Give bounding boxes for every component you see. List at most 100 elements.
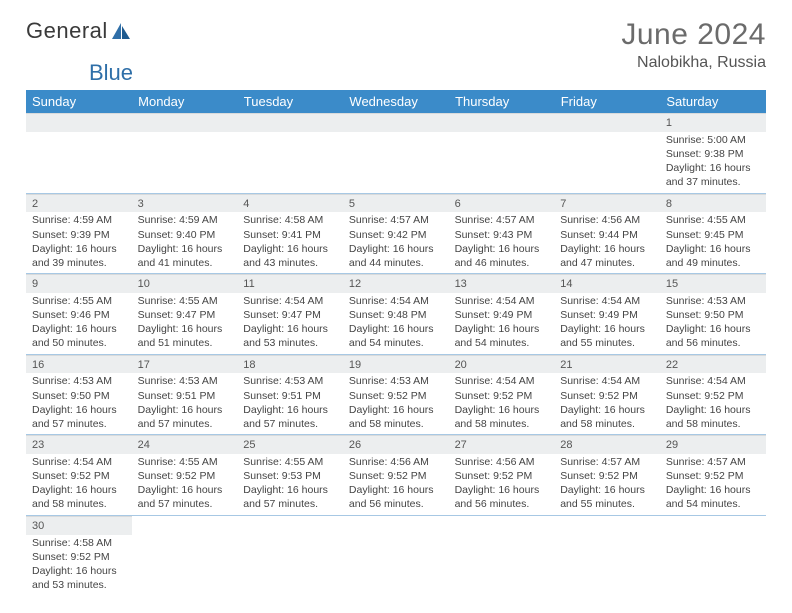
calendar-cell: 25Sunrise: 4:55 AMSunset: 9:53 PMDayligh… bbox=[237, 435, 343, 516]
day-info: Sunrise: 4:59 AMSunset: 9:39 PMDaylight:… bbox=[26, 212, 132, 273]
calendar-week-row: 23Sunrise: 4:54 AMSunset: 9:52 PMDayligh… bbox=[26, 435, 766, 516]
brand-logo: General bbox=[26, 18, 132, 44]
title-block: June 2024 Nalobikha, Russia bbox=[621, 18, 766, 72]
calendar-cell: 7Sunrise: 4:56 AMSunset: 9:44 PMDaylight… bbox=[554, 193, 660, 274]
calendar-cell: 11Sunrise: 4:54 AMSunset: 9:47 PMDayligh… bbox=[237, 274, 343, 355]
day-number: 5 bbox=[343, 194, 449, 213]
day-info: Sunrise: 4:56 AMSunset: 9:52 PMDaylight:… bbox=[343, 454, 449, 515]
day-info: Sunrise: 4:57 AMSunset: 9:42 PMDaylight:… bbox=[343, 212, 449, 273]
calendar-cell: 18Sunrise: 4:53 AMSunset: 9:51 PMDayligh… bbox=[237, 354, 343, 435]
calendar-week-row: 16Sunrise: 4:53 AMSunset: 9:50 PMDayligh… bbox=[26, 354, 766, 435]
calendar-body: 1Sunrise: 5:00 AMSunset: 9:38 PMDaylight… bbox=[26, 113, 766, 595]
brand-name-1: General bbox=[26, 18, 108, 44]
calendar-cell: 30Sunrise: 4:58 AMSunset: 9:52 PMDayligh… bbox=[26, 515, 132, 595]
calendar-cell bbox=[449, 113, 555, 193]
calendar-cell bbox=[237, 113, 343, 193]
day-number: 14 bbox=[554, 274, 660, 293]
day-info: Sunrise: 4:58 AMSunset: 9:41 PMDaylight:… bbox=[237, 212, 343, 273]
calendar-cell: 17Sunrise: 4:53 AMSunset: 9:51 PMDayligh… bbox=[132, 354, 238, 435]
calendar-cell: 6Sunrise: 4:57 AMSunset: 9:43 PMDaylight… bbox=[449, 193, 555, 274]
calendar-cell: 22Sunrise: 4:54 AMSunset: 9:52 PMDayligh… bbox=[660, 354, 766, 435]
calendar-cell: 23Sunrise: 4:54 AMSunset: 9:52 PMDayligh… bbox=[26, 435, 132, 516]
day-info: Sunrise: 4:54 AMSunset: 9:52 PMDaylight:… bbox=[554, 373, 660, 434]
day-info: Sunrise: 4:55 AMSunset: 9:53 PMDaylight:… bbox=[237, 454, 343, 515]
day-info: Sunrise: 4:53 AMSunset: 9:52 PMDaylight:… bbox=[343, 373, 449, 434]
calendar-cell bbox=[343, 515, 449, 595]
calendar-week-row: 1Sunrise: 5:00 AMSunset: 9:38 PMDaylight… bbox=[26, 113, 766, 193]
calendar-cell: 3Sunrise: 4:59 AMSunset: 9:40 PMDaylight… bbox=[132, 193, 238, 274]
calendar-cell bbox=[343, 113, 449, 193]
day-info: Sunrise: 4:54 AMSunset: 9:48 PMDaylight:… bbox=[343, 293, 449, 354]
day-number: 21 bbox=[554, 355, 660, 374]
day-number: 15 bbox=[660, 274, 766, 293]
calendar-cell: 1Sunrise: 5:00 AMSunset: 9:38 PMDaylight… bbox=[660, 113, 766, 193]
calendar-cell: 5Sunrise: 4:57 AMSunset: 9:42 PMDaylight… bbox=[343, 193, 449, 274]
day-info: Sunrise: 4:54 AMSunset: 9:49 PMDaylight:… bbox=[449, 293, 555, 354]
weekday-header-row: Sunday Monday Tuesday Wednesday Thursday… bbox=[26, 90, 766, 113]
day-number: 29 bbox=[660, 435, 766, 454]
day-info: Sunrise: 4:53 AMSunset: 9:51 PMDaylight:… bbox=[132, 373, 238, 434]
day-number: 30 bbox=[26, 516, 132, 535]
day-number: 25 bbox=[237, 435, 343, 454]
day-number: 11 bbox=[237, 274, 343, 293]
calendar-cell bbox=[449, 515, 555, 595]
calendar-table: Sunday Monday Tuesday Wednesday Thursday… bbox=[26, 90, 766, 595]
calendar-cell: 27Sunrise: 4:56 AMSunset: 9:52 PMDayligh… bbox=[449, 435, 555, 516]
weekday-sunday: Sunday bbox=[26, 90, 132, 113]
calendar-cell: 9Sunrise: 4:55 AMSunset: 9:46 PMDaylight… bbox=[26, 274, 132, 355]
day-number: 8 bbox=[660, 194, 766, 213]
calendar-cell bbox=[26, 113, 132, 193]
day-info: Sunrise: 4:55 AMSunset: 9:46 PMDaylight:… bbox=[26, 293, 132, 354]
calendar-cell bbox=[237, 515, 343, 595]
calendar-cell: 28Sunrise: 4:57 AMSunset: 9:52 PMDayligh… bbox=[554, 435, 660, 516]
calendar-cell: 14Sunrise: 4:54 AMSunset: 9:49 PMDayligh… bbox=[554, 274, 660, 355]
day-number: 24 bbox=[132, 435, 238, 454]
day-info: Sunrise: 4:54 AMSunset: 9:52 PMDaylight:… bbox=[26, 454, 132, 515]
day-info: Sunrise: 4:54 AMSunset: 9:52 PMDaylight:… bbox=[449, 373, 555, 434]
day-info: Sunrise: 4:57 AMSunset: 9:52 PMDaylight:… bbox=[554, 454, 660, 515]
day-info: Sunrise: 4:53 AMSunset: 9:51 PMDaylight:… bbox=[237, 373, 343, 434]
calendar-week-row: 9Sunrise: 4:55 AMSunset: 9:46 PMDaylight… bbox=[26, 274, 766, 355]
weekday-monday: Monday bbox=[132, 90, 238, 113]
weekday-wednesday: Wednesday bbox=[343, 90, 449, 113]
calendar-cell: 21Sunrise: 4:54 AMSunset: 9:52 PMDayligh… bbox=[554, 354, 660, 435]
day-number: 17 bbox=[132, 355, 238, 374]
weekday-tuesday: Tuesday bbox=[237, 90, 343, 113]
calendar-cell: 24Sunrise: 4:55 AMSunset: 9:52 PMDayligh… bbox=[132, 435, 238, 516]
day-number: 10 bbox=[132, 274, 238, 293]
calendar-cell: 4Sunrise: 4:58 AMSunset: 9:41 PMDaylight… bbox=[237, 193, 343, 274]
day-number: 26 bbox=[343, 435, 449, 454]
month-title: June 2024 bbox=[621, 18, 766, 52]
day-number: 18 bbox=[237, 355, 343, 374]
day-number: 20 bbox=[449, 355, 555, 374]
day-info: Sunrise: 4:53 AMSunset: 9:50 PMDaylight:… bbox=[660, 293, 766, 354]
day-number: 9 bbox=[26, 274, 132, 293]
calendar-cell bbox=[660, 515, 766, 595]
day-info: Sunrise: 4:55 AMSunset: 9:52 PMDaylight:… bbox=[132, 454, 238, 515]
day-number: 4 bbox=[237, 194, 343, 213]
weekday-thursday: Thursday bbox=[449, 90, 555, 113]
calendar-cell bbox=[132, 113, 238, 193]
calendar-cell: 10Sunrise: 4:55 AMSunset: 9:47 PMDayligh… bbox=[132, 274, 238, 355]
day-info: Sunrise: 4:56 AMSunset: 9:52 PMDaylight:… bbox=[449, 454, 555, 515]
calendar-page: General June 2024 Nalobikha, Russia Blue… bbox=[0, 0, 792, 613]
calendar-week-row: 2Sunrise: 4:59 AMSunset: 9:39 PMDaylight… bbox=[26, 193, 766, 274]
day-number: 2 bbox=[26, 194, 132, 213]
calendar-cell bbox=[132, 515, 238, 595]
day-number: 12 bbox=[343, 274, 449, 293]
day-info: Sunrise: 5:00 AMSunset: 9:38 PMDaylight:… bbox=[660, 132, 766, 193]
day-info: Sunrise: 4:58 AMSunset: 9:52 PMDaylight:… bbox=[26, 535, 132, 596]
location-label: Nalobikha, Russia bbox=[621, 54, 766, 72]
day-info: Sunrise: 4:57 AMSunset: 9:43 PMDaylight:… bbox=[449, 212, 555, 273]
day-number: 28 bbox=[554, 435, 660, 454]
calendar-cell: 2Sunrise: 4:59 AMSunset: 9:39 PMDaylight… bbox=[26, 193, 132, 274]
day-info: Sunrise: 4:53 AMSunset: 9:50 PMDaylight:… bbox=[26, 373, 132, 434]
day-number: 3 bbox=[132, 194, 238, 213]
day-number: 7 bbox=[554, 194, 660, 213]
calendar-cell bbox=[554, 113, 660, 193]
calendar-week-row: 30Sunrise: 4:58 AMSunset: 9:52 PMDayligh… bbox=[26, 515, 766, 595]
calendar-cell: 29Sunrise: 4:57 AMSunset: 9:52 PMDayligh… bbox=[660, 435, 766, 516]
calendar-cell: 15Sunrise: 4:53 AMSunset: 9:50 PMDayligh… bbox=[660, 274, 766, 355]
day-number: 13 bbox=[449, 274, 555, 293]
calendar-cell: 26Sunrise: 4:56 AMSunset: 9:52 PMDayligh… bbox=[343, 435, 449, 516]
